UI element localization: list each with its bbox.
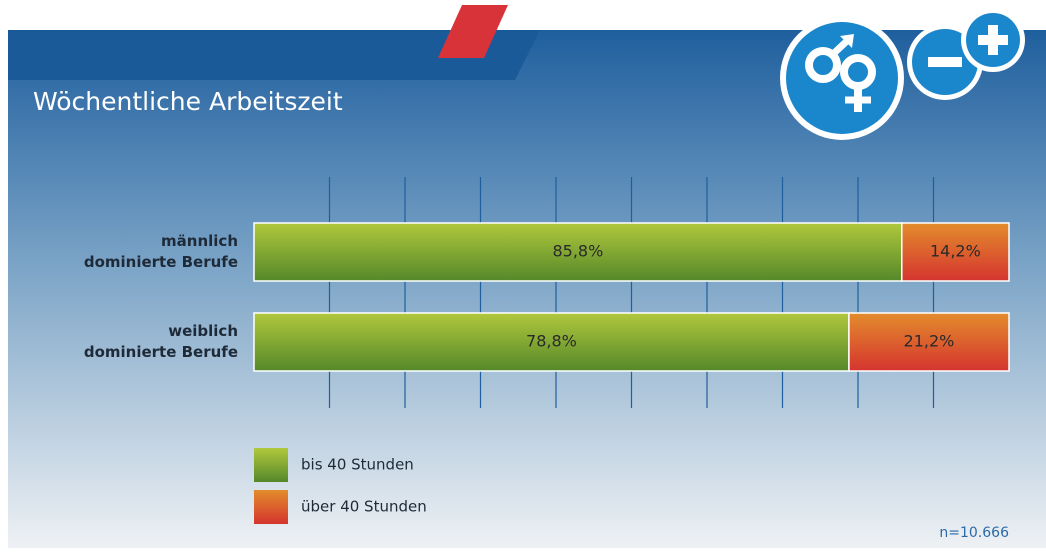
header-band — [8, 30, 540, 80]
legend-label: bis 40 Stunden — [301, 456, 414, 474]
chart-title: Wöchentliche Arbeitszeit — [33, 87, 343, 116]
legend-swatch — [254, 448, 288, 482]
value-label: 78,8% — [526, 332, 577, 351]
category-label: männlich dominierte Berufe — [83, 232, 238, 271]
category-label: weiblich dominierte Berufe — [83, 322, 238, 361]
bar-segment — [848, 312, 1010, 372]
legend-label: über 40 Stunden — [301, 498, 427, 516]
value-label: 14,2% — [930, 242, 981, 261]
bar-segment — [901, 222, 1010, 282]
logo — [780, 8, 1025, 140]
sample-size: n=10.666 — [939, 525, 1009, 541]
value-label: 85,8% — [552, 242, 603, 261]
bar-segment — [253, 222, 903, 282]
legend-swatch — [254, 490, 288, 524]
header-accent — [438, 5, 508, 58]
value-label: 21,2% — [904, 332, 955, 351]
